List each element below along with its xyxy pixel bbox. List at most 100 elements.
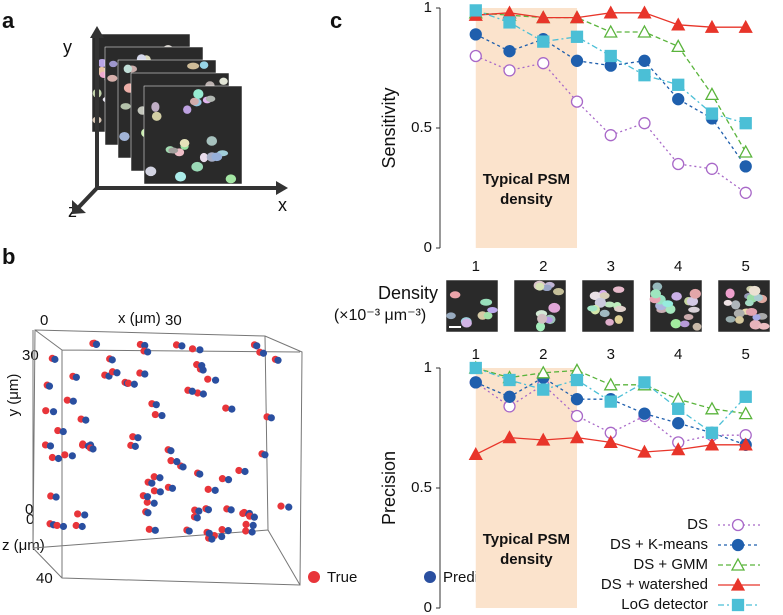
shaded-region (475, 368, 577, 608)
predicted-point (81, 511, 89, 519)
nucleus (446, 312, 456, 320)
data-point (570, 373, 584, 387)
true-point (74, 510, 82, 518)
predicted-point (199, 390, 207, 398)
x-tick-label: 2 (539, 258, 547, 275)
data-point (570, 393, 584, 406)
data-point (536, 365, 551, 379)
nucleus (189, 97, 199, 106)
x-tick-label: 3 (607, 258, 615, 275)
panel-label: b (2, 244, 15, 269)
data-point (672, 78, 685, 91)
y-tick-label: 1 (424, 0, 432, 16)
predicted-point (167, 447, 175, 455)
nucleus (151, 101, 160, 112)
nucleus (744, 299, 754, 307)
nucleus (449, 291, 461, 299)
data-point (604, 395, 617, 408)
predicted-point (224, 476, 233, 484)
predicted-point (188, 387, 196, 395)
nucleus (193, 89, 204, 99)
nucleus (670, 319, 682, 329)
predicted-point (151, 526, 159, 534)
predicted-point (54, 454, 63, 463)
predicted-point (72, 373, 80, 381)
data-point (705, 107, 719, 120)
data-point (738, 144, 753, 158)
predicted-point (267, 414, 275, 422)
shade-label: density (500, 191, 553, 208)
nucleus (589, 291, 602, 301)
y-tick-label: 0 (424, 239, 432, 256)
data-point (536, 432, 551, 446)
true-point (194, 389, 202, 397)
nucleus (179, 138, 190, 148)
true-point (78, 441, 87, 449)
nucleus (541, 284, 552, 292)
legend-marker (730, 577, 746, 591)
y-tick-label: 1 (424, 359, 432, 376)
predicted-point (211, 486, 219, 494)
data-point (603, 5, 618, 19)
true-point (204, 485, 212, 493)
nucleus (211, 152, 223, 162)
data-point (638, 376, 651, 389)
nucleus (758, 322, 770, 330)
predicted-point (227, 506, 235, 514)
data-point (469, 49, 482, 63)
true-point (218, 526, 226, 534)
true-point (150, 473, 158, 481)
legend-marker (731, 518, 745, 532)
data-point (638, 407, 651, 420)
tick-label: 30 (22, 347, 39, 364)
data-point (570, 30, 584, 43)
predicted-point (195, 507, 203, 515)
nucleus (119, 131, 130, 141)
predicted-point (141, 341, 149, 350)
nucleus (483, 311, 493, 320)
data-point (704, 87, 720, 101)
x-tick-label: 4 (674, 346, 682, 363)
x-tick-label: 1 (472, 346, 480, 363)
data-point (637, 444, 652, 458)
nucleus (183, 105, 192, 114)
nucleus (553, 287, 564, 296)
data-point (537, 383, 550, 396)
data-point (503, 64, 516, 77)
predicted-point (130, 380, 138, 388)
true-point (48, 453, 56, 462)
data-point (671, 391, 686, 405)
data-point (570, 95, 584, 108)
predicted-point (134, 434, 142, 442)
predicted-point (46, 442, 55, 450)
nucleus (689, 288, 701, 299)
predicted-point (144, 509, 152, 517)
true-point (277, 502, 285, 510)
predicted-point (205, 529, 213, 537)
nucleus (614, 315, 623, 324)
nucleus (480, 298, 493, 306)
predicted-point (250, 513, 258, 521)
nucleus (749, 319, 762, 330)
nucleus (605, 318, 614, 326)
data-point (503, 45, 516, 58)
nucleus (109, 60, 118, 68)
data-point (739, 160, 752, 173)
data-point (739, 390, 752, 403)
axis (76, 186, 99, 210)
nucleus (748, 285, 761, 296)
legend-marker (424, 571, 436, 583)
data-point (738, 406, 753, 420)
true-point (172, 341, 181, 349)
nucleus (199, 152, 208, 163)
nucleus (752, 314, 761, 321)
legend-marker (308, 571, 320, 583)
nucleus (604, 301, 615, 308)
nucleus (123, 64, 133, 74)
predicted-point (211, 376, 220, 384)
predicted-point (158, 411, 166, 420)
true-point (53, 521, 61, 530)
data-point (603, 377, 618, 391)
